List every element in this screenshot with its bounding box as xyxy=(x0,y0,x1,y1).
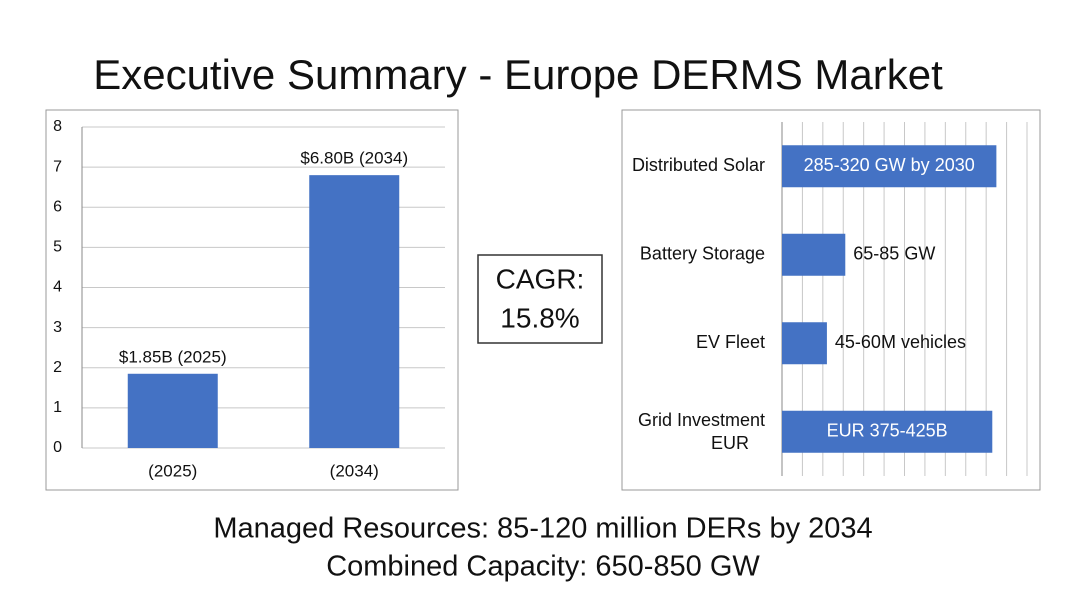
y-tick-label: 2 xyxy=(53,359,62,376)
bar xyxy=(127,373,218,448)
bar xyxy=(782,410,993,453)
x-tick-label: (2034) xyxy=(330,461,379,480)
cagr-box xyxy=(477,254,603,344)
footer-line: Combined Capacity: 650-850 GW xyxy=(326,551,760,583)
chart-frame xyxy=(621,109,1041,491)
chart-frame xyxy=(45,109,459,491)
bar xyxy=(782,233,846,276)
y-tick-label: 3 xyxy=(53,319,62,336)
y-tick-label: 0 xyxy=(53,439,62,456)
cagr-value: 15.8% xyxy=(500,302,579,333)
bar xyxy=(782,145,997,188)
y-tick-label: 7 xyxy=(53,158,62,175)
value-label: $6.80B (2034) xyxy=(300,149,408,168)
footer-line: Managed Resources: 85-120 million DERs b… xyxy=(213,513,872,545)
y-tick-label: 5 xyxy=(53,239,62,256)
y-tick-label: 4 xyxy=(53,279,62,296)
bar-text: EUR 375-425B xyxy=(827,421,948,441)
y-tick-label: 6 xyxy=(53,198,62,215)
y-tick-label: Distributed Solar xyxy=(632,155,765,175)
bar xyxy=(309,175,400,448)
y-tick-label: 1 xyxy=(53,399,62,416)
bar-text: 45-60M vehicles xyxy=(835,332,966,352)
bar-text: 285-320 GW by 2030 xyxy=(804,155,975,175)
y-tick-label: Grid Investment EUR xyxy=(638,410,765,453)
bar-text: 65-85 GW xyxy=(853,244,935,264)
y-tick-label: EV Fleet xyxy=(696,332,765,352)
x-tick-label: (2025) xyxy=(148,461,197,480)
bar xyxy=(782,322,827,365)
slide-title: Executive Summary - Europe DERMS Market xyxy=(93,51,943,98)
y-tick-label: 8 xyxy=(53,118,62,135)
y-tick-label: Battery Storage xyxy=(640,244,765,264)
value-label: $1.85B (2025) xyxy=(119,347,227,366)
cagr-label: CAGR: xyxy=(496,263,585,294)
